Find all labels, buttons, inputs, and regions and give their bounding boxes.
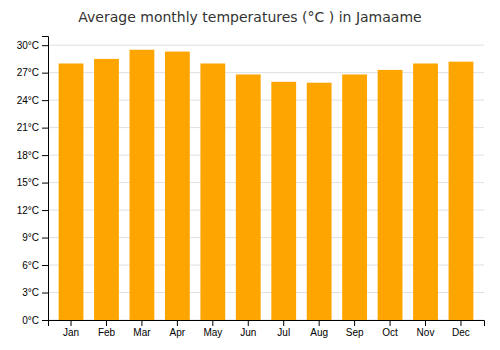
bars (59, 50, 474, 320)
bar (449, 62, 474, 320)
y-tick-label: 6°C (22, 260, 39, 271)
x-tick-mark (354, 320, 355, 326)
y-tick: 27°C (17, 67, 48, 78)
x-tick-label: Oct (382, 327, 398, 338)
y-tick-label: 27°C (17, 67, 39, 78)
x-tick-mark (283, 320, 284, 326)
y-tick-label: 3°C (22, 287, 39, 298)
x-tick-label: Feb (98, 327, 116, 338)
x-tick-mark (425, 320, 426, 326)
y-tick: 24°C (17, 95, 48, 106)
bar (378, 70, 403, 320)
y-tick-mark (42, 73, 48, 74)
y-tick: 6°C (22, 260, 48, 271)
y-axis: 0°C 3°C 6°C 9°C 12°C 15°C 18°C 21°C 24°C 27°C 30°C (17, 37, 49, 326)
y-tick-mark (42, 128, 48, 129)
x-tick: Jun (240, 320, 256, 338)
y-tick-mark (42, 45, 48, 46)
plot: 0°C 3°C 6°C 9°C 12°C 15°C 18°C 21°C 24°C 27°C 30°C… (17, 37, 485, 339)
grid-line (48, 45, 484, 46)
x-tick: Jan (63, 320, 79, 338)
bar (59, 63, 84, 320)
x-tick: May (203, 320, 222, 338)
y-tick-label: 24°C (17, 95, 39, 106)
x-tick: Dec (452, 320, 470, 338)
x-tick-mark (106, 320, 107, 326)
x-tick: Oct (382, 320, 398, 338)
bar (413, 63, 438, 320)
y-tick-mark (42, 293, 48, 294)
x-tick-label: Jul (277, 327, 290, 338)
y-tick-label: 30°C (17, 40, 39, 51)
bar (271, 82, 296, 320)
y-tick-label: 12°C (17, 205, 39, 216)
y-tick-mark (42, 183, 48, 184)
x-tick-label: Aug (310, 327, 328, 338)
y-tick: 3°C (22, 287, 48, 298)
y-tick-mark (42, 155, 48, 156)
x-tick-mark (212, 320, 213, 326)
grid (48, 45, 484, 320)
y-tick: 21°C (17, 122, 48, 133)
x-tick-mark (390, 320, 391, 326)
y-tick-mark (42, 320, 48, 321)
y-tick: 0°C (22, 315, 48, 326)
x-tick-label: May (203, 327, 222, 338)
x-tick: Jul (277, 320, 290, 338)
x-tick-label: Apr (170, 327, 186, 338)
x-tick-mark (460, 320, 461, 326)
y-tick: 30°C (17, 40, 48, 51)
x-tick-label: Sep (346, 327, 364, 338)
y-tick: 9°C (22, 232, 48, 243)
bar (165, 52, 190, 320)
y-tick: 12°C (17, 205, 48, 216)
y-tick: 18°C (17, 150, 48, 161)
x-tick-label: Jun (240, 327, 256, 338)
bar (236, 74, 261, 320)
x-tick: Aug (310, 320, 328, 338)
y-tick-mark (42, 210, 48, 211)
x-tick-mark (141, 320, 142, 326)
bar (307, 83, 332, 320)
bar (200, 63, 225, 320)
x-tick: Nov (417, 320, 435, 338)
title: Average monthly temperatures (°C ) in Ja… (78, 9, 421, 25)
chart: 0°C 3°C 6°C 9°C 12°C 15°C 18°C 21°C 24°C 27°C 30°C… (0, 0, 500, 350)
x-tick-label: Nov (417, 327, 435, 338)
y-tick-label: 9°C (22, 232, 39, 243)
bar (130, 50, 155, 320)
y-tick-mark (42, 265, 48, 266)
x-tick-mark (177, 320, 178, 326)
x-tick-mark (248, 320, 249, 326)
y-tick-label: 18°C (17, 150, 39, 161)
y-axis-line (42, 37, 49, 321)
bar (94, 59, 119, 320)
x-tick: Sep (346, 320, 364, 338)
x-tick-label: Dec (452, 327, 470, 338)
y-tick-mark (42, 100, 48, 101)
x-tick: Mar (133, 320, 151, 338)
y-tick-label: 15°C (17, 177, 39, 188)
x-axis: Jan Feb Mar Apr May Jun Jul Aug Sep Oct Nov Dec (49, 320, 485, 338)
x-tick-label: Mar (133, 327, 151, 338)
y-tick: 15°C (17, 177, 48, 188)
x-tick: Apr (170, 320, 186, 338)
x-tick: Feb (98, 320, 116, 338)
x-axis-line (49, 321, 485, 327)
y-tick-label: 0°C (22, 315, 39, 326)
x-tick-label: Jan (63, 327, 79, 338)
x-tick-mark (319, 320, 320, 326)
y-tick-mark (42, 238, 48, 239)
y-tick-label: 21°C (17, 122, 39, 133)
bar (342, 74, 367, 320)
x-tick-mark (71, 320, 72, 326)
